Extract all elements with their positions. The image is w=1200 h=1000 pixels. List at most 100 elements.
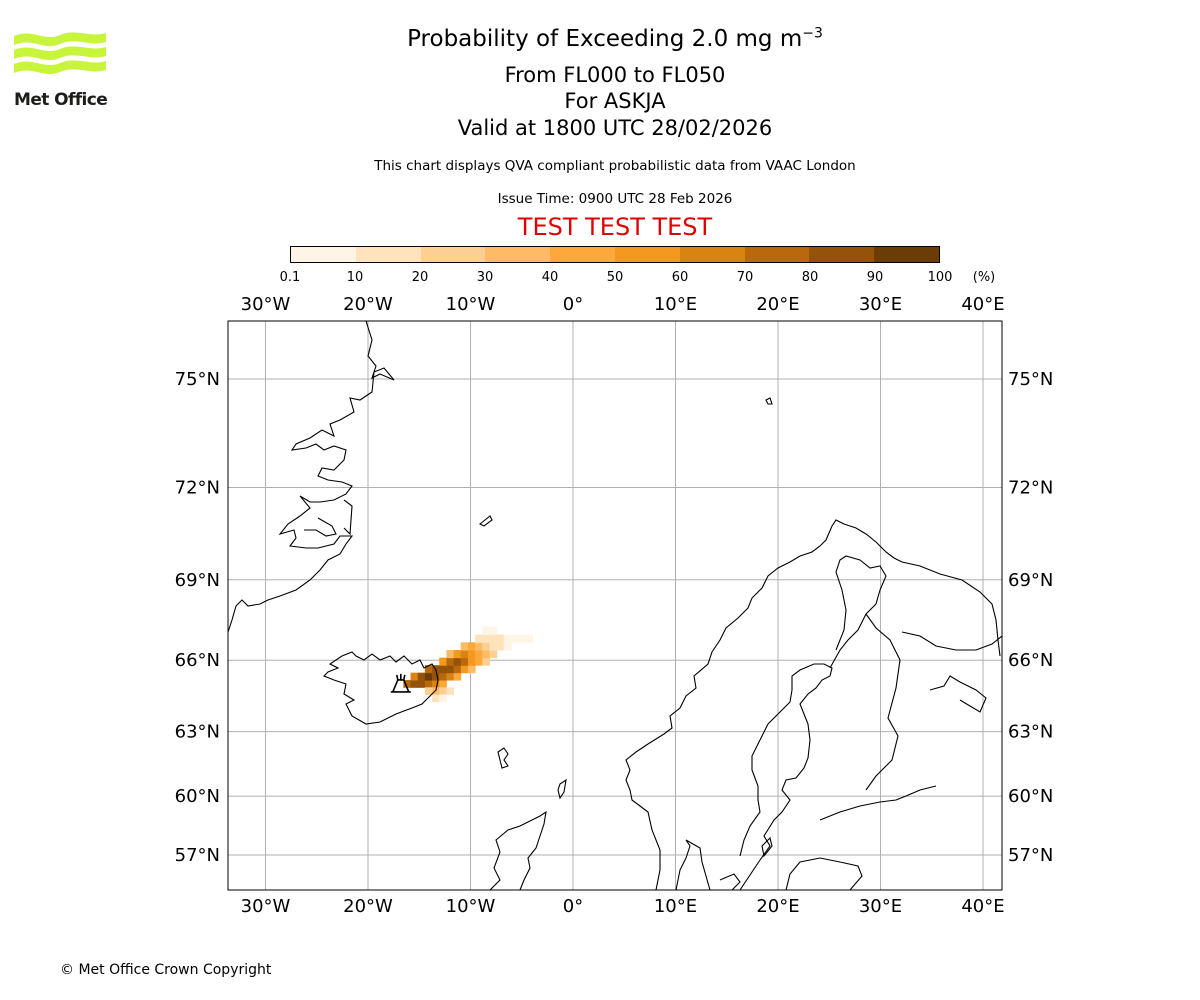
ash-probability-cell <box>510 634 519 643</box>
colorbar-tick-label: 30 <box>476 270 494 285</box>
ash-probability-cell <box>439 657 447 666</box>
lon-label-top: 30°W <box>241 294 291 315</box>
ash-probability-cell <box>417 680 426 688</box>
colorbar-segment <box>485 247 551 262</box>
zealand <box>719 873 741 890</box>
valid-time: Valid at 1800 UTC 28/02/2026 <box>457 116 773 140</box>
iceland-coastline <box>323 651 439 725</box>
gotland <box>761 836 773 858</box>
colorbar-tick-label: 100 <box>927 270 953 285</box>
colorbar-segment <box>744 247 810 262</box>
lon-label-bottom: 30°W <box>241 896 291 917</box>
colorbar-unit: (%) <box>972 270 996 285</box>
ash-probability-cell <box>460 650 469 659</box>
map-frame <box>227 320 1003 891</box>
probability-colorbar <box>290 246 940 263</box>
norway-coastline <box>625 519 1001 890</box>
lat-label-right: 69°N <box>1008 570 1053 591</box>
lon-label-top: 20°E <box>756 294 799 315</box>
met-office-wave-logo-icon <box>14 32 106 75</box>
ash-probability-cell <box>518 634 526 643</box>
volcano-name: For ASKJA <box>564 89 666 113</box>
colorbar-segment <box>550 247 615 262</box>
ash-probability-cell <box>496 634 505 643</box>
colorbar-segment <box>291 247 356 262</box>
greenland-coastline <box>228 321 395 633</box>
copyright: © Met Office Crown Copyright <box>60 962 272 978</box>
ash-probability-cell <box>439 694 447 703</box>
ash-probability-cell <box>489 642 498 651</box>
flight-levels: From FL000 to FL050 <box>504 63 726 87</box>
lon-label-bottom: 30°E <box>859 896 902 917</box>
lat-label-left: 57°N <box>175 845 220 866</box>
ash-probability-cell <box>446 665 455 674</box>
ash-probability-cell <box>489 634 498 643</box>
ash-probability-cell <box>475 642 483 651</box>
ash-probability-cell <box>410 680 419 688</box>
ash-probability-cell <box>482 650 490 659</box>
lon-label-top: 10°E <box>654 294 697 315</box>
colorbar-tick-label: 40 <box>541 270 559 285</box>
lon-label-bottom: 10°W <box>446 896 496 917</box>
chart-description: This chart displays QVA compliant probab… <box>374 158 856 174</box>
volcano-icon <box>390 673 411 693</box>
graticule <box>228 321 1002 890</box>
finland-south-coast <box>819 785 937 821</box>
lon-label-bottom: 20°E <box>756 896 799 917</box>
colorbar-segment <box>420 247 486 262</box>
ash-probability-cell <box>467 665 476 674</box>
ash-probability-cell <box>525 634 534 643</box>
ash-probability-cell <box>446 650 455 659</box>
ash-probability-cell <box>482 634 490 643</box>
ash-probability-cell <box>424 672 433 681</box>
faroe-islands <box>497 747 509 769</box>
lon-label-bottom: 20°W <box>343 896 393 917</box>
ash-probability-cell <box>439 687 447 696</box>
lat-label-left: 72°N <box>175 478 220 499</box>
ash-probability-cell <box>475 650 483 659</box>
lon-label-bottom: 40°E <box>961 896 1004 917</box>
ash-probability-cell <box>475 657 483 666</box>
colorbar-tick-label: 90 <box>866 270 884 285</box>
lon-label-top: 10°W <box>446 294 496 315</box>
ash-probability-cell <box>482 626 490 635</box>
lat-label-right: 57°N <box>1008 845 1053 866</box>
lat-label-left: 75°N <box>175 369 220 390</box>
ash-probability-cell <box>432 694 440 703</box>
lat-label-right: 72°N <box>1008 478 1053 499</box>
axis-labels: 30°W 30°W 20°W 20°W 10°W 10°W 0° 0° 10°E 10°E 20°E… <box>175 294 1054 917</box>
lon-label-bottom: 0° <box>563 896 583 917</box>
ash-probability-cell <box>460 642 469 651</box>
lat-label-left: 69°N <box>175 570 220 591</box>
finland-coastline <box>829 555 887 669</box>
ash-probability-cell <box>467 642 476 651</box>
shetland <box>557 778 567 800</box>
lon-label-top: 0° <box>563 294 583 315</box>
ash-probability-cell <box>424 680 433 688</box>
colorbar-segment <box>874 247 939 262</box>
ash-probability-cell <box>482 657 490 666</box>
colorbar-segment <box>355 247 421 262</box>
baltic-coast <box>785 857 863 890</box>
colorbar-segment <box>809 247 875 262</box>
denmark-coastline <box>675 839 711 890</box>
ash-probability-cell <box>424 687 433 696</box>
bear-island <box>765 397 773 405</box>
ash-probability-cell <box>453 657 462 666</box>
test-banner: TEST TEST TEST <box>517 213 713 241</box>
ash-probability-cell <box>446 687 455 696</box>
lat-label-left: 60°N <box>175 786 220 807</box>
sweden-coastline <box>739 663 833 890</box>
title-superscript: −3 <box>802 25 823 42</box>
colorbar-tick-label: 0.1 <box>279 270 301 285</box>
issue-time: Issue Time: 0900 UTC 28 Feb 2026 <box>497 191 733 207</box>
ash-probability-cell <box>453 665 462 674</box>
lon-label-top: 40°E <box>961 294 1004 315</box>
colorbar-segment <box>614 247 680 262</box>
logo-text: Met Office <box>14 90 108 110</box>
lat-label-right: 63°N <box>1008 722 1053 743</box>
greenland-fjord-2 <box>343 499 353 536</box>
coastlines <box>228 321 1002 890</box>
lon-label-top: 30°E <box>859 294 902 315</box>
lat-label-right: 60°N <box>1008 786 1053 807</box>
